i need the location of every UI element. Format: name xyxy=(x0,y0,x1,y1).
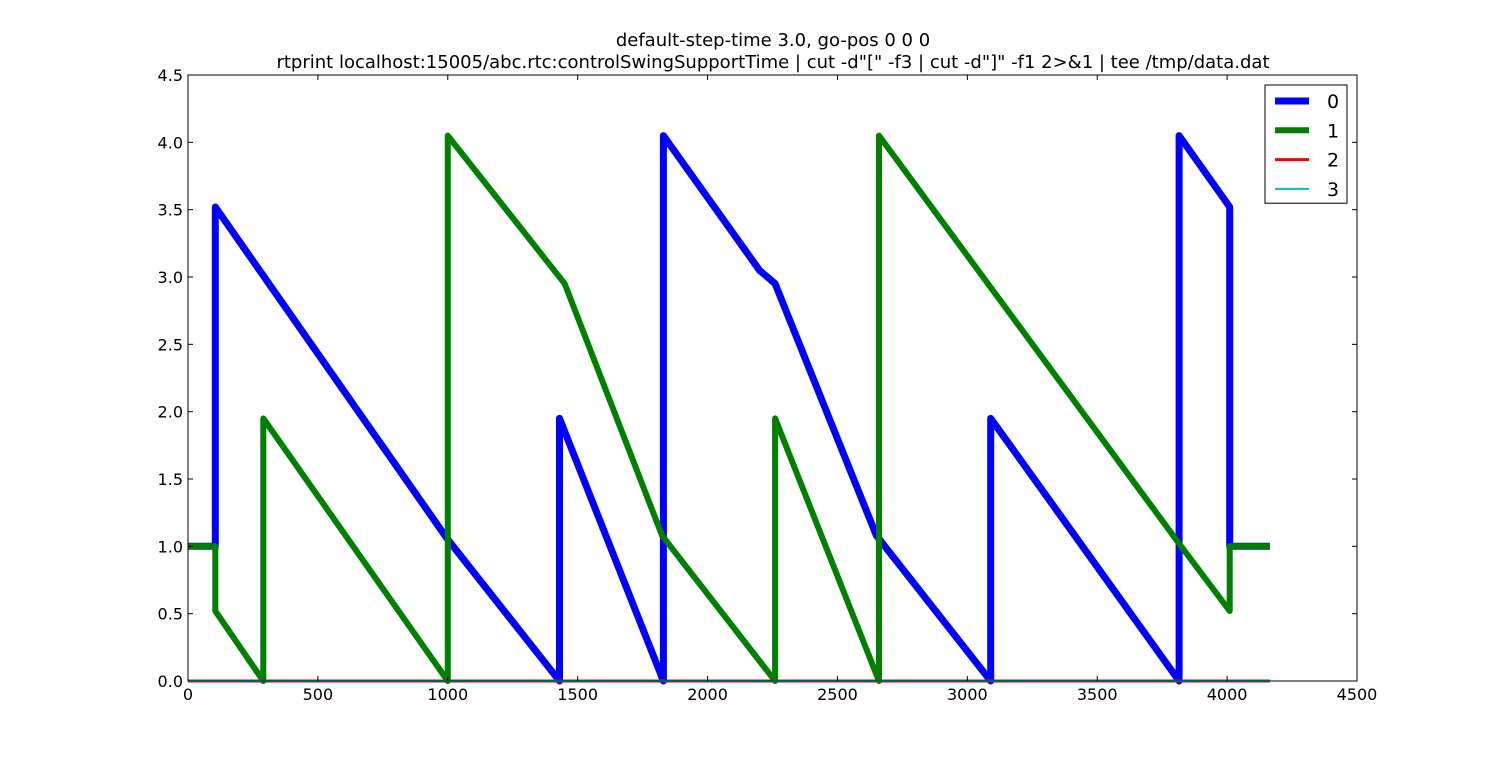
x-tick-label: 500 xyxy=(303,685,334,704)
series-line-1 xyxy=(188,132,1270,684)
x-tick-label: 3000 xyxy=(947,685,988,704)
x-tick-label: 0 xyxy=(183,685,193,704)
x-tick-label: 1500 xyxy=(557,685,598,704)
plot-area-frame xyxy=(187,74,1358,682)
x-tick-label: 1000 xyxy=(427,685,468,704)
axis-ticks xyxy=(187,74,1358,682)
y-tick-label: 0.0 xyxy=(158,672,183,691)
y-axis-tick-labels: 0.0 0.5 1.0 1.5 2.0 2.5 3.0 3.5 4.0 4.5 xyxy=(158,66,183,691)
y-tick-label: 2.5 xyxy=(158,335,183,354)
y-tick-label: 4.0 xyxy=(158,133,183,152)
y-tick-label: 3.0 xyxy=(158,268,183,287)
legend-label-1: 1 xyxy=(1327,120,1339,142)
x-tick-label: 2500 xyxy=(817,685,858,704)
x-tick-label: 4500 xyxy=(1337,685,1378,704)
y-tick-label: 4.5 xyxy=(158,66,183,85)
legend: 0 1 2 3 xyxy=(1264,84,1348,204)
series-layer xyxy=(188,132,1270,685)
y-tick-label: 2.0 xyxy=(158,403,183,422)
chart-title: default-step-time 3.0, go-pos 0 0 0 xyxy=(616,30,930,51)
x-tick-label: 4000 xyxy=(1207,685,1248,704)
legend-box xyxy=(1264,84,1348,204)
x-tick-label: 2000 xyxy=(687,685,728,704)
legend-label-2: 2 xyxy=(1327,150,1339,172)
series-line-0 xyxy=(188,132,1270,685)
legend-label-3: 3 xyxy=(1327,179,1339,201)
y-tick-label: 0.5 xyxy=(158,605,183,624)
y-tick-label: 1.5 xyxy=(158,470,183,489)
legend-label-0: 0 xyxy=(1327,91,1339,113)
y-tick-label: 1.0 xyxy=(158,537,183,556)
chart-subtitle: rtprint localhost:15005/abc.rtc:controlS… xyxy=(276,52,1269,73)
x-axis-tick-labels: 0 500 1000 1500 2000 2500 3000 3500 4000 4500 xyxy=(183,685,1377,704)
x-tick-label: 3500 xyxy=(1077,685,1118,704)
y-tick-label: 3.5 xyxy=(158,201,183,220)
